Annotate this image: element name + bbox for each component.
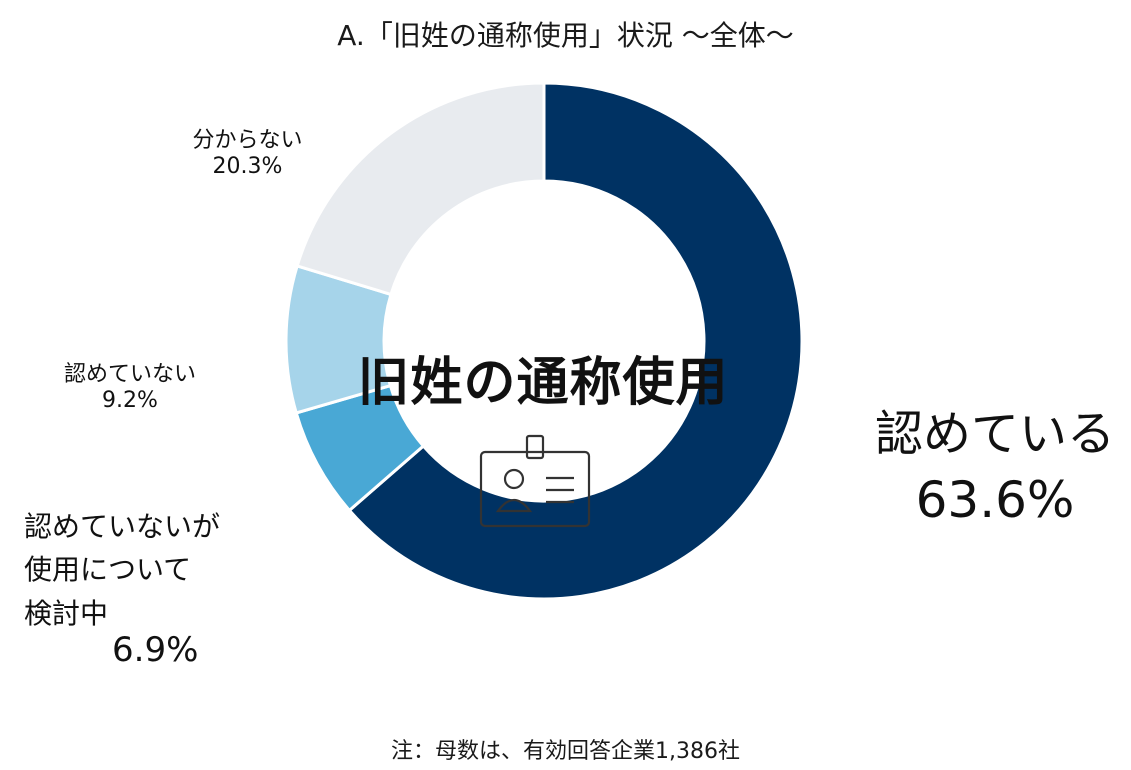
label-considering: 認めていないが 使用について 検討中 (24, 505, 264, 635)
label-recognized-pct: 63.6% (915, 470, 1075, 529)
label-considering-line-2: 使用について (24, 553, 192, 587)
label-unknown: 分からない 20.3% (150, 128, 345, 181)
label-unknown-name: 分からない (192, 128, 303, 153)
slice-recognized (347, 81, 804, 601)
chart-title: A.「旧姓の通称使用」状況 ～全体～ (337, 19, 794, 52)
label-not-recognized-pct: 9.2% (102, 388, 158, 414)
footnote: 注：母数は、有効回答企業1,386社 (391, 739, 740, 764)
center-title: 旧姓の通称使用 (357, 353, 729, 413)
slice-unknown (295, 81, 546, 297)
label-unknown-pct: 20.3% (212, 154, 283, 180)
label-considering-line-3: 検討中 (24, 596, 109, 630)
label-considering-pct: 6.9% (112, 630, 199, 670)
label-recognized-name: 認めている (874, 406, 1115, 462)
label-not-recognized: 認めていない 9.2% (30, 362, 230, 415)
id-badge-icon (479, 434, 591, 528)
label-considering-line-1: 認めていないが (24, 510, 221, 543)
donut-slices (284, 81, 804, 601)
label-not-recognized-name: 認めていない (63, 362, 196, 387)
label-recognized: 認めている 63.6% (860, 402, 1130, 534)
